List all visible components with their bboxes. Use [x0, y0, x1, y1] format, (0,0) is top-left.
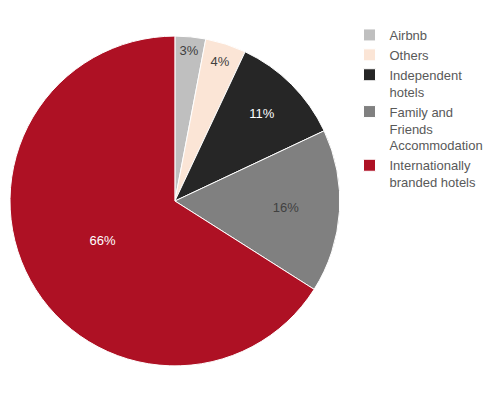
svg-text:3%: 3% [179, 43, 198, 58]
svg-text:Internationallybranded hotels: Internationallybranded hotels [390, 158, 477, 190]
svg-text:4%: 4% [211, 54, 230, 69]
svg-text:Family andFriendsAccommodation: Family andFriendsAccommodation [390, 105, 483, 154]
svg-text:Airbnb: Airbnb [390, 28, 428, 43]
svg-text:11%: 11% [249, 106, 274, 121]
svg-text:Others: Others [390, 48, 430, 63]
svg-text:66%: 66% [89, 233, 115, 248]
svg-text:Independenthotels: Independenthotels [390, 68, 463, 100]
svg-text:16%: 16% [273, 200, 299, 215]
